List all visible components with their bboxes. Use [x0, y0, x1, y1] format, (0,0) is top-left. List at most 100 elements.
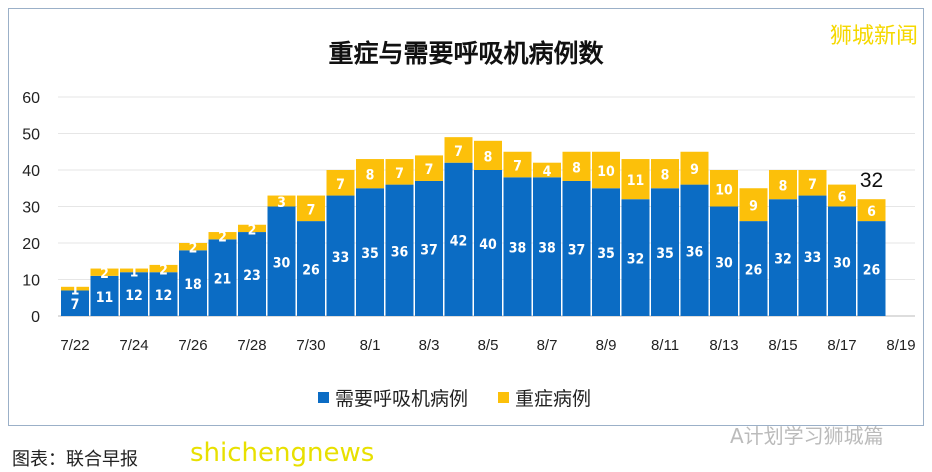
x-tick-label: 8/17 [827, 337, 856, 354]
data-label: 35 [597, 246, 615, 262]
data-label: 32 [774, 252, 792, 268]
bar-severe [651, 159, 679, 189]
x-tick-label: 7/26 [178, 337, 207, 354]
y-tick-label: 20 [22, 236, 40, 253]
bar-severe [562, 151, 591, 181]
bar-severe [503, 151, 532, 178]
chart-frame [8, 8, 924, 426]
data-label: 36 [391, 244, 409, 260]
data-label: 26 [863, 263, 881, 279]
bar-severe [533, 162, 561, 178]
x-tick-label: 8/1 [360, 337, 381, 354]
x-tick-label: 8/11 [651, 337, 679, 354]
legend-label: 需要呼吸机病例 [335, 388, 469, 410]
x-tick-label: 8/15 [768, 337, 797, 354]
bar-severe [356, 159, 384, 189]
bar-ventilator [208, 239, 237, 316]
bar-ventilator [739, 221, 768, 316]
data-label: 2 [100, 266, 109, 282]
y-tick-label: 40 [22, 163, 40, 180]
data-label: 18 [184, 277, 202, 293]
data-label: 2 [218, 230, 227, 246]
bar-ventilator [297, 221, 325, 316]
bar-severe [238, 224, 266, 233]
bar-ventilator [680, 184, 709, 316]
logo: 狮城新闻 [829, 24, 918, 49]
bar-ventilator [798, 195, 827, 316]
legend-swatch [498, 392, 510, 403]
data-label: 7 [336, 177, 345, 193]
data-label: 3 [277, 195, 286, 211]
data-label: 11 [96, 290, 114, 306]
data-label: 8 [661, 168, 670, 184]
bar-severe [326, 170, 355, 196]
data-label: 30 [715, 255, 733, 271]
data-label: 7 [425, 162, 434, 178]
bar-severe [90, 268, 119, 276]
data-label: 37 [568, 242, 586, 258]
data-label: 23 [243, 268, 261, 284]
data-label: 7 [71, 297, 80, 313]
legend-item-ventilator: 需要呼吸机病例 [318, 384, 468, 411]
x-tick-label: 8/3 [419, 337, 440, 354]
bar-severe [61, 286, 89, 291]
bar-severe [592, 151, 620, 189]
legend-swatch [318, 392, 329, 403]
data-label: 6 [838, 190, 847, 206]
x-tick-label: 7/28 [237, 337, 266, 354]
wechat-watermark: A计划学习狮城篇 [730, 424, 884, 448]
bar-severe [739, 188, 768, 222]
y-tick-label: 60 [22, 90, 40, 107]
data-label: 10 [597, 164, 615, 180]
bar-severe [415, 155, 443, 181]
bar-severe [267, 195, 296, 207]
data-label: 26 [745, 263, 763, 279]
data-label: 9 [690, 162, 699, 178]
data-label: 12 [155, 288, 173, 304]
bar-ventilator [503, 177, 532, 316]
bar-severe [798, 170, 827, 196]
data-label: 26 [302, 263, 320, 279]
bar-ventilator [444, 162, 473, 316]
data-label: 21 [214, 272, 232, 288]
data-label: 7 [513, 159, 522, 175]
bar-ventilator [710, 206, 738, 316]
bar-ventilator [238, 232, 266, 316]
data-label: 7 [454, 144, 463, 160]
legend-item-severe: 重症病例 [498, 384, 591, 411]
y-tick-label: 10 [22, 273, 40, 290]
bar-severe [297, 195, 325, 222]
bar-ventilator [326, 195, 355, 316]
bar-severe [149, 264, 178, 273]
data-label: 8 [572, 160, 581, 176]
bar-ventilator [592, 188, 620, 316]
data-label: 2 [189, 241, 198, 257]
bar-ventilator [149, 272, 178, 316]
bar-severe [474, 140, 502, 170]
legend-label: 重症病例 [515, 388, 592, 410]
data-label: 38 [509, 241, 527, 257]
x-tick-label: 8/5 [478, 337, 499, 354]
bar-ventilator [474, 170, 502, 316]
data-label: 2 [248, 222, 257, 238]
bar-ventilator [267, 206, 296, 316]
bar-severe [208, 232, 237, 240]
bar-severe [769, 170, 797, 200]
data-label: 36 [686, 244, 704, 260]
x-tick-label: 7/22 [60, 337, 89, 354]
data-label: 32 [627, 252, 645, 268]
data-label: 37 [420, 242, 438, 258]
bar-severe [179, 243, 207, 251]
data-label: 9 [749, 199, 758, 215]
bar-severe [444, 137, 473, 163]
data-label: 1 [71, 283, 80, 299]
bar-severe [680, 151, 709, 185]
data-label: 2 [159, 263, 168, 279]
bar-ventilator [179, 250, 207, 316]
data-label: 30 [273, 255, 291, 271]
x-tick-label: 8/19 [886, 337, 915, 354]
bar-ventilator [356, 188, 384, 316]
data-label: 7 [395, 166, 404, 182]
data-label: 30 [833, 255, 851, 271]
data-label: 40 [479, 237, 497, 253]
